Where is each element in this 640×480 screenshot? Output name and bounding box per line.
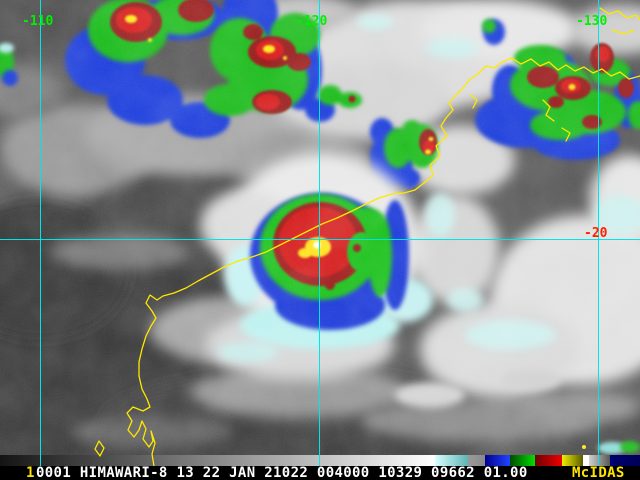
colorbar-segment (535, 455, 562, 466)
lon-label-120: -120 (296, 14, 327, 29)
colorbar-segment (562, 455, 583, 466)
colorbar-segment (583, 455, 589, 466)
enhancement-colorbar (0, 455, 640, 466)
latlon-grid (0, 0, 640, 466)
mcidas-brand: McIDAS (572, 465, 625, 480)
colorbar-segment (435, 455, 468, 466)
status-bar: 1 0001 HIMAWARI-8 13 22 JAN 21022 004000… (0, 466, 640, 480)
lon-label-130: -130 (576, 14, 607, 29)
lon-label-110: -110 (22, 14, 53, 29)
colorbar-segment (0, 455, 435, 466)
frame-number: 1 (26, 465, 35, 480)
satellite-image: -110 -120 -130 -20 (0, 0, 640, 466)
lat-label-20: -20 (584, 226, 608, 241)
colorbar-segment (589, 455, 610, 466)
colorbar-segment (468, 455, 485, 466)
australia-west-coastline (94, 7, 640, 466)
colorbar-segment (485, 455, 510, 466)
colorbar-segment (510, 455, 535, 466)
image-annotation: 0001 HIMAWARI-8 13 22 JAN 21022 004000 1… (36, 465, 528, 480)
colorbar-segment (610, 455, 640, 466)
